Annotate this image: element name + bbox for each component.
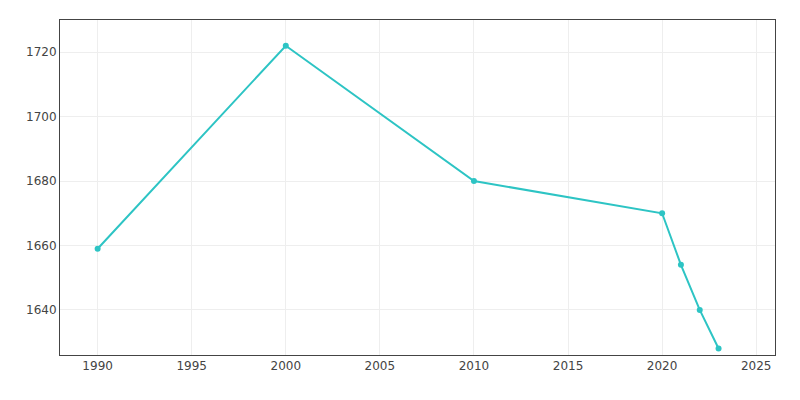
svg-text:2025: 2025 bbox=[741, 359, 772, 373]
svg-text:1680: 1680 bbox=[26, 174, 57, 188]
svg-text:1720: 1720 bbox=[26, 45, 57, 59]
svg-text:2015: 2015 bbox=[553, 359, 584, 373]
svg-text:2010: 2010 bbox=[459, 359, 490, 373]
svg-text:1640: 1640 bbox=[26, 303, 57, 317]
svg-text:2005: 2005 bbox=[365, 359, 396, 373]
svg-text:2000: 2000 bbox=[271, 359, 302, 373]
svg-text:1995: 1995 bbox=[176, 359, 207, 373]
svg-text:1990: 1990 bbox=[82, 359, 113, 373]
svg-text:1660: 1660 bbox=[26, 239, 57, 253]
svg-text:2020: 2020 bbox=[647, 359, 678, 373]
svg-text:1700: 1700 bbox=[26, 110, 57, 124]
